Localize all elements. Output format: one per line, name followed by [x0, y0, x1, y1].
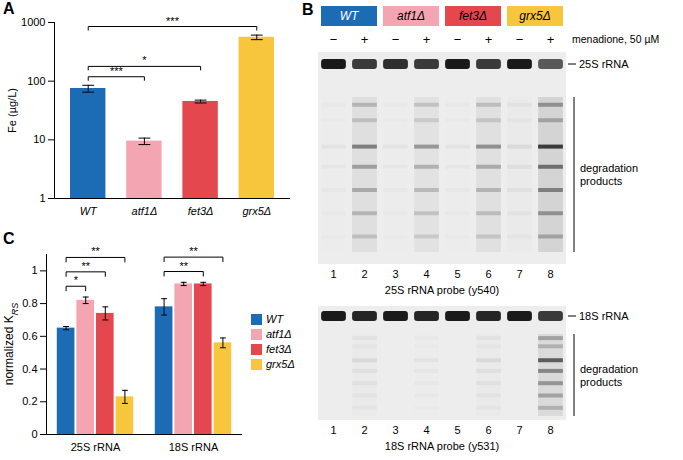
svg-text:25S rRNA: 25S rRNA	[579, 58, 629, 70]
svg-text:*: *	[74, 274, 79, 286]
html-text:C: C	[3, 230, 15, 247]
svg-text:fet3Δ: fet3Δ	[188, 205, 214, 217]
svg-text:0.8: 0.8	[22, 297, 37, 309]
svg-text:3: 3	[392, 424, 398, 436]
svg-text:+: +	[361, 32, 369, 47]
svg-text:0.4: 0.4	[22, 363, 37, 375]
svg-text:degradationproducts: degradationproducts	[580, 363, 638, 388]
svg-text:1: 1	[39, 192, 45, 204]
svg-text:+: +	[547, 32, 555, 47]
svg-text:−: −	[454, 32, 462, 47]
svg-text:4: 4	[423, 268, 429, 280]
svg-text:6: 6	[485, 268, 491, 280]
svg-text:**: **	[179, 260, 188, 272]
svg-text:**: **	[91, 245, 100, 257]
svg-text:1: 1	[31, 264, 37, 276]
svg-text:***: ***	[166, 15, 180, 27]
svg-text:normalized KRS: normalized KRS	[2, 303, 20, 386]
svg-text:**: **	[189, 245, 198, 257]
svg-text:***: ***	[110, 65, 124, 77]
html-text:grx5Δ: grx5Δ	[266, 358, 295, 370]
svg-text:WT: WT	[80, 205, 98, 217]
html-text:fet3Δ: fet3Δ	[266, 343, 292, 355]
svg-text:−: −	[392, 32, 400, 47]
svg-text:B: B	[302, 1, 314, 18]
svg-text:8: 8	[547, 268, 553, 280]
svg-text:menadione, 50 µM: menadione, 50 µM	[572, 33, 659, 45]
svg-text:degradationproducts: degradationproducts	[580, 162, 638, 187]
svg-text:8: 8	[547, 424, 553, 436]
svg-text:1000: 1000	[21, 16, 45, 28]
svg-text:+: +	[423, 32, 431, 47]
svg-text:2: 2	[361, 268, 367, 280]
svg-text:WT: WT	[340, 9, 360, 23]
svg-text:Fe (µg/L): Fe (µg/L)	[6, 88, 18, 133]
svg-text:5: 5	[454, 268, 460, 280]
svg-text:**: **	[81, 260, 90, 272]
svg-text:−: −	[330, 32, 338, 47]
svg-text:0.2: 0.2	[22, 395, 37, 407]
svg-text:5: 5	[454, 424, 460, 436]
svg-text:18S rRNA: 18S rRNA	[579, 310, 629, 322]
svg-text:18S rRNA: 18S rRNA	[169, 441, 219, 453]
svg-text:3: 3	[392, 268, 398, 280]
svg-text:7: 7	[516, 268, 522, 280]
html-text:atf1Δ: atf1Δ	[266, 328, 292, 340]
svg-text:fet3Δ: fet3Δ	[459, 9, 487, 23]
svg-text:18S rRNA probe (y531): 18S rRNA probe (y531)	[385, 440, 499, 452]
svg-text:0.6: 0.6	[22, 330, 37, 342]
svg-text:1: 1	[330, 268, 336, 280]
svg-text:10: 10	[33, 133, 45, 145]
svg-text:grx5Δ: grx5Δ	[242, 205, 271, 217]
svg-text:4: 4	[423, 424, 429, 436]
svg-text:atf1Δ: atf1Δ	[132, 205, 158, 217]
svg-text:1: 1	[330, 424, 336, 436]
svg-text:25S rRNA probe (y540): 25S rRNA probe (y540)	[385, 284, 499, 296]
svg-text:0: 0	[31, 428, 37, 440]
svg-text:100: 100	[27, 75, 45, 87]
svg-text:7: 7	[516, 424, 522, 436]
html-text:A: A	[3, 0, 15, 17]
svg-text:25S rRNA: 25S rRNA	[71, 441, 121, 453]
svg-text:+: +	[485, 32, 493, 47]
svg-text:2: 2	[361, 424, 367, 436]
svg-text:−: −	[516, 32, 524, 47]
html-text:WT: WT	[266, 313, 284, 325]
svg-text:6: 6	[485, 424, 491, 436]
svg-text:*: *	[142, 54, 147, 66]
svg-text:grx5Δ: grx5Δ	[519, 9, 550, 23]
svg-text:atf1Δ: atf1Δ	[397, 9, 425, 23]
